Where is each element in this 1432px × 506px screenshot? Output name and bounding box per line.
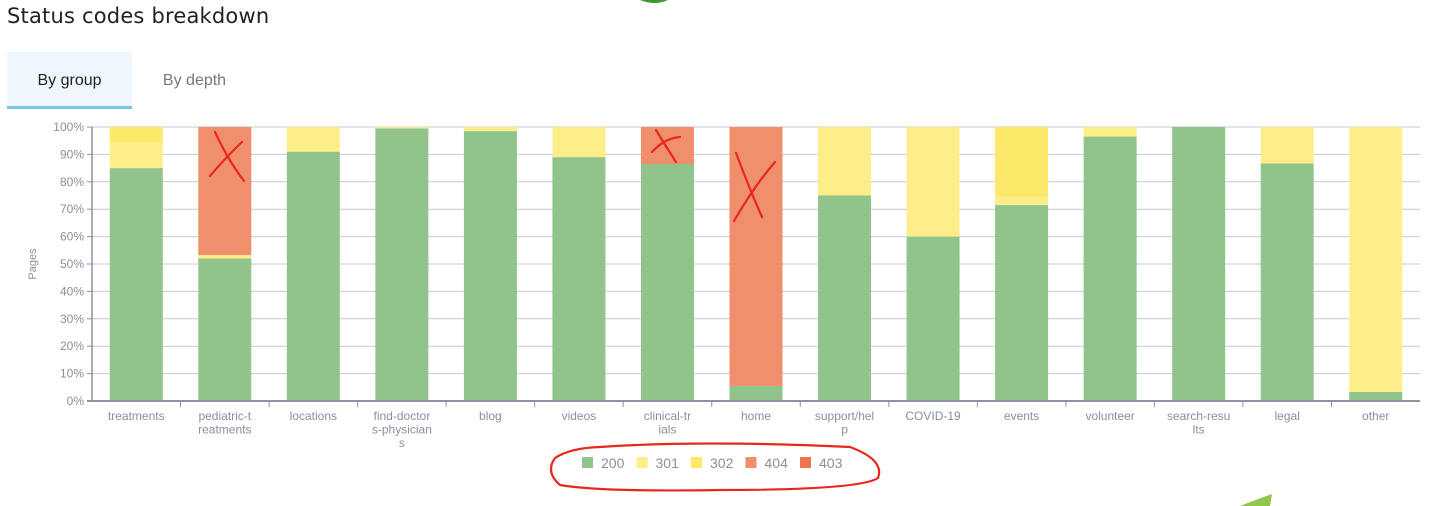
bar-segment-200[interactable] bbox=[109, 168, 163, 401]
legend-label: 200 bbox=[601, 455, 625, 471]
legend-swatch bbox=[691, 457, 702, 468]
bar-segment-301[interactable] bbox=[1349, 127, 1403, 392]
view-tabs: By group By depth bbox=[7, 52, 257, 109]
legend-item-301[interactable]: 301 bbox=[636, 455, 680, 471]
bar-segment-404[interactable] bbox=[729, 127, 783, 386]
x-tick-label: search-resu lts bbox=[1167, 409, 1230, 437]
bar-segment-301[interactable] bbox=[906, 127, 960, 237]
bar-segment-200[interactable] bbox=[286, 151, 340, 401]
x-tick-label: other bbox=[1362, 409, 1389, 423]
bar-segment-302[interactable] bbox=[995, 127, 1049, 197]
bar-segment-301[interactable] bbox=[463, 127, 517, 132]
annotation-cross-clinical bbox=[650, 128, 682, 164]
x-tick-label: legal bbox=[1275, 409, 1300, 423]
x-tick-label: COVID-19 bbox=[905, 409, 961, 423]
page-title: Status codes breakdown bbox=[7, 4, 270, 28]
annotation-legend-ellipse bbox=[549, 442, 881, 492]
y-tick-label: 0% bbox=[67, 394, 85, 408]
bar-segment-302[interactable] bbox=[109, 127, 163, 143]
annotation-marks bbox=[208, 128, 881, 492]
decorative-green-shape bbox=[1240, 494, 1272, 506]
y-tick-label: 80% bbox=[60, 175, 84, 189]
y-tick-label: 50% bbox=[60, 257, 84, 271]
legend-swatch bbox=[582, 457, 593, 468]
legend-swatch bbox=[800, 457, 811, 468]
bar-segment-404[interactable] bbox=[640, 127, 694, 164]
bar-segment-200[interactable] bbox=[818, 195, 872, 402]
x-tick-label: videos bbox=[562, 409, 597, 423]
tab-by-group[interactable]: By group bbox=[7, 52, 132, 109]
legend-label: 403 bbox=[819, 455, 843, 471]
x-tick-label: blog bbox=[479, 409, 502, 423]
y-axis-label: Pages bbox=[27, 248, 39, 280]
bar-segment-301[interactable] bbox=[552, 127, 606, 158]
bar-segment-200[interactable] bbox=[463, 131, 517, 402]
bar-segment-200[interactable] bbox=[1260, 163, 1314, 401]
x-tick-label: pediatric-t reatments bbox=[198, 409, 252, 437]
legend-swatch bbox=[745, 457, 757, 468]
y-tick-label: 90% bbox=[60, 147, 84, 161]
x-tick-label: support/hel p bbox=[815, 409, 874, 437]
x-tick-label: volunteer bbox=[1085, 409, 1134, 423]
y-tick-label: 60% bbox=[60, 230, 84, 244]
bar-segment-404[interactable] bbox=[198, 127, 252, 255]
legend-item-403[interactable]: 403 bbox=[800, 455, 843, 471]
bar-segment-200[interactable] bbox=[729, 385, 783, 401]
legend-item-200[interactable]: 200 bbox=[582, 455, 625, 471]
annotation-cross-pediatric bbox=[208, 130, 246, 183]
bar-segment-200[interactable] bbox=[552, 157, 606, 401]
legend-label: 301 bbox=[656, 455, 680, 471]
bar-segment-301[interactable] bbox=[109, 142, 163, 169]
bar-segment-200[interactable] bbox=[995, 205, 1049, 401]
bar-segment-301[interactable] bbox=[375, 127, 429, 129]
legend-label: 302 bbox=[710, 455, 734, 471]
bar-segment-301[interactable] bbox=[995, 196, 1049, 206]
bar-segment-200[interactable] bbox=[906, 236, 960, 401]
bar-segment-200[interactable] bbox=[640, 163, 694, 401]
tab-by-depth[interactable]: By depth bbox=[162, 72, 227, 89]
annotation-cross-home bbox=[732, 151, 777, 223]
y-tick-label: 100% bbox=[53, 120, 84, 134]
legend-item-404[interactable]: 404 bbox=[745, 455, 789, 471]
x-tick-label: clinical-tr ials bbox=[644, 409, 691, 437]
x-tick-label: treatments bbox=[108, 409, 165, 423]
y-tick-label: 10% bbox=[60, 367, 84, 381]
bar-segment-200[interactable] bbox=[1083, 136, 1137, 401]
bar-segment-200[interactable] bbox=[1172, 127, 1226, 401]
bar-segment-200[interactable] bbox=[375, 128, 429, 401]
bar-segment-301[interactable] bbox=[286, 127, 340, 152]
y-tick-label: 20% bbox=[60, 339, 84, 353]
legend-swatch bbox=[636, 457, 648, 468]
x-tick-label: home bbox=[741, 409, 771, 423]
bar-segment-200[interactable] bbox=[1349, 391, 1403, 401]
bar-segment-301[interactable] bbox=[1083, 127, 1137, 137]
y-tick-label: 40% bbox=[60, 284, 84, 298]
x-tick-label: locations bbox=[290, 409, 337, 423]
bar-segment-200[interactable] bbox=[198, 258, 252, 401]
x-tick-label: events bbox=[1004, 409, 1039, 423]
legend-item-302[interactable]: 302 bbox=[691, 455, 734, 471]
y-tick-label: 30% bbox=[60, 312, 84, 326]
bar-segment-301[interactable] bbox=[818, 127, 872, 196]
decorative-green-shape bbox=[640, 0, 668, 3]
y-tick-label: 70% bbox=[60, 202, 84, 216]
bar-segment-301[interactable] bbox=[198, 254, 252, 259]
x-tick-label: find-doctor s-physician s bbox=[372, 409, 432, 450]
bar-segment-301[interactable] bbox=[1260, 127, 1314, 164]
legend-label: 404 bbox=[765, 455, 789, 471]
